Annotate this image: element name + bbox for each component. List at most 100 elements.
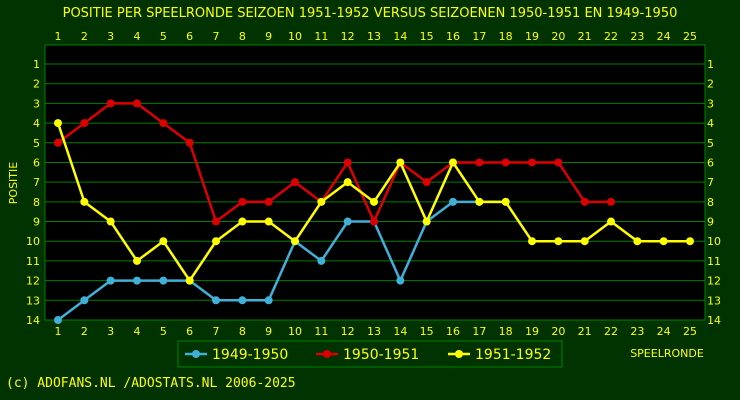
y-tick-label-left: 1 [33,58,40,71]
data-point [159,119,168,128]
legend-label: 1950-1951 [343,347,419,363]
y-tick-label-right: 9 [707,216,714,229]
x-tick-label-bottom: 11 [314,325,328,338]
data-point [528,158,536,167]
legend-swatch-marker [323,350,331,358]
x-tick-label-top: 25 [683,30,697,43]
data-point [80,197,89,206]
x-tick-label-bottom: 18 [499,325,513,338]
data-point [54,138,62,147]
x-tick-label-bottom: 2 [81,325,88,338]
y-tick-label-left: 8 [33,196,40,209]
x-tick-label-bottom: 7 [213,325,220,338]
x-tick-label-bottom: 13 [367,325,381,338]
data-point [475,197,484,206]
x-tick-label-bottom: 4 [134,325,141,338]
data-point [422,217,431,226]
x-tick-label-top: 13 [367,30,381,43]
legend-swatch-marker [455,350,463,358]
x-tick-label-bottom: 24 [657,325,671,338]
x-tick-label-bottom: 21 [578,325,592,338]
y-tick-label-right: 6 [707,156,714,169]
y-tick-label-right: 3 [707,97,714,110]
y-tick-label-right: 11 [707,255,721,268]
y-tick-label-right: 5 [707,137,714,150]
series-line [57,200,506,322]
legend-swatch-marker [192,350,200,358]
y-tick-label-left: 11 [26,255,40,268]
x-tick-label-top: 12 [341,30,355,43]
x-tick-label-bottom: 23 [630,325,644,338]
copyright-footer: (c) ADOFANS.NL /ADOSTATS.NL 2006-2025 [6,376,296,391]
data-point [159,276,168,285]
x-tick-label-bottom: 15 [420,325,434,338]
data-point [607,197,615,206]
x-tick-label-top: 14 [393,30,407,43]
data-point [501,197,510,206]
x-tick-label-top: 19 [525,30,539,43]
chart-title: POSITIE PER SPEELRONDE SEIZOEN 1951-1952… [63,6,678,21]
data-point [212,296,220,305]
data-point [54,316,62,324]
data-point [686,237,694,246]
data-point [133,99,141,108]
grid-layer [45,63,705,321]
data-point [475,158,484,167]
x-tick-label-top: 22 [604,30,618,43]
data-point [317,256,326,265]
x-tick-label-top: 24 [657,30,671,43]
data-point [185,276,194,285]
data-point [106,99,115,108]
data-point [264,197,273,206]
data-point [106,276,115,285]
x-tick-label-bottom: 9 [265,325,272,338]
data-point [212,237,220,246]
data-point [212,217,220,226]
x-tick-label-top: 6 [186,30,193,43]
tick-labels: 1122334455667788991010111112121313141415… [26,30,721,338]
legend: 1949-1950 1950-1951 1951-1952 [177,340,563,368]
x-tick-label-top: 10 [288,30,302,43]
x-tick-label-bottom: 20 [551,325,565,338]
data-point [238,296,247,305]
legend-label: 1951-1952 [475,347,551,363]
data-point [370,197,378,206]
y-tick-label-right: 12 [707,275,721,288]
data-point [370,217,378,226]
data-point [607,217,615,226]
data-point [580,197,589,206]
x-tick-label-top: 9 [265,30,272,43]
y-tick-label-right: 2 [707,78,714,91]
x-tick-label-bottom: 25 [683,325,697,338]
data-point [238,197,247,206]
data-point [133,256,141,265]
x-tick-label-top: 17 [472,30,486,43]
data-point [54,119,62,128]
data-point [185,138,194,147]
y-tick-label-left: 4 [33,117,40,130]
x-tick-label-bottom: 6 [186,325,193,338]
data-point [633,237,642,246]
x-tick-label-top: 15 [420,30,434,43]
data-point [659,237,668,246]
data-point [133,276,141,285]
y-tick-label-left: 13 [26,294,40,307]
data-point [422,178,431,187]
x-tick-label-bottom: 5 [160,325,167,338]
data-point [264,217,273,226]
x-tick-label-bottom: 3 [107,325,114,338]
y-tick-label-left: 7 [33,176,40,189]
data-point [449,158,457,167]
data-point [343,217,352,226]
data-point [554,158,563,167]
data-point [580,237,589,246]
data-point [396,276,405,285]
data-point [528,237,536,246]
x-tick-label-bottom: 12 [341,325,355,338]
x-tick-label-bottom: 16 [446,325,460,338]
x-tick-label-bottom: 22 [604,325,618,338]
y-tick-label-left: 2 [33,78,40,91]
x-tick-label-top: 2 [81,30,88,43]
data-point [317,197,326,206]
